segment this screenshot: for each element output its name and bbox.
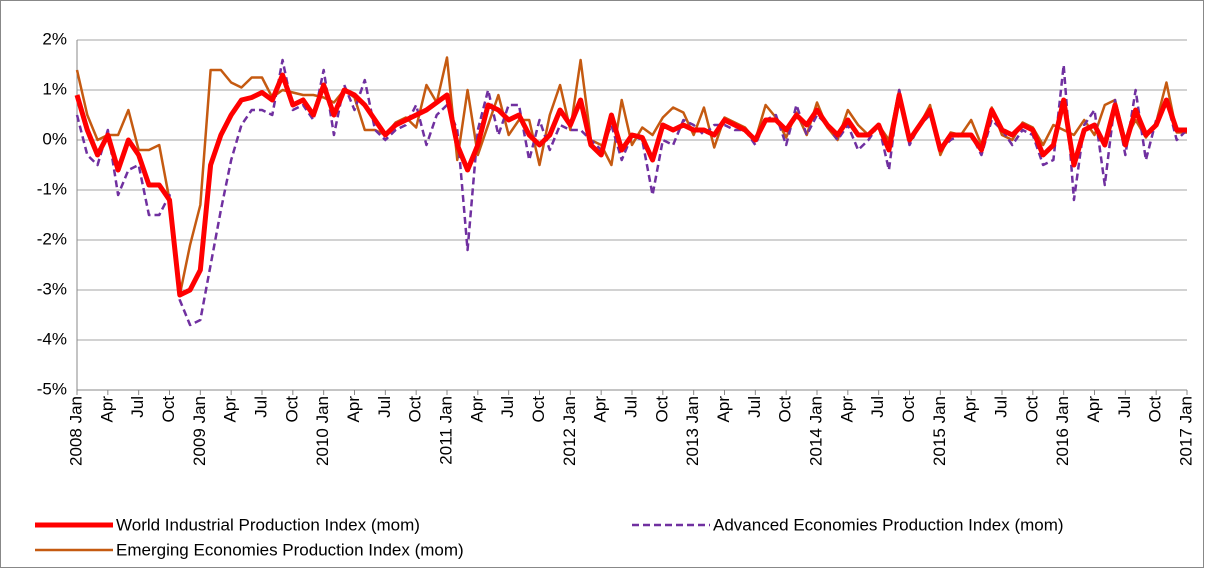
x-tick-label: Jul [868, 396, 887, 418]
y-tick-label: 0% [42, 129, 67, 148]
x-tick-label: 2009 Jan [190, 396, 209, 466]
y-tick-label: 2% [42, 29, 67, 48]
x-tick-label: 2008 Jan [66, 396, 85, 466]
x-tick-label: Jul [375, 396, 394, 418]
x-tick-label: Apr [1084, 396, 1103, 423]
x-tick-label: Jul [128, 396, 147, 418]
x-tick-label: Apr [961, 396, 980, 423]
x-tick-label: Jul [498, 396, 517, 418]
x-tick-label: Oct [282, 396, 301, 423]
series-line [75, 56, 1187, 297]
x-tick-label: Oct [1146, 396, 1165, 423]
series-line [74, 72, 1187, 298]
x-tick-label: 2010 Jan [313, 396, 332, 466]
x-tick-label: Apr [221, 396, 240, 423]
x-tick-label: Oct [899, 396, 918, 423]
x-tick-label: 2016 Jan [1053, 396, 1072, 466]
legend-label: Emerging Economies Production Index (mom… [116, 540, 464, 559]
x-tick-label: Apr [344, 396, 363, 423]
series-line [75, 58, 1188, 327]
x-tick-label: Oct [652, 396, 671, 423]
y-tick-label: -5% [37, 379, 67, 398]
x-tick-label: Oct [406, 396, 425, 423]
x-tick-label: Oct [159, 396, 178, 423]
legend-label: Advanced Economies Production Index (mom… [713, 515, 1064, 534]
x-tick-label: Apr [97, 396, 116, 423]
x-tick-label: 2013 Jan [683, 396, 702, 466]
x-tick-label: 2014 Jan [806, 396, 825, 466]
y-tick-label: -1% [37, 179, 67, 198]
x-tick-label: Apr [837, 396, 856, 423]
y-tick-label: -4% [37, 329, 67, 348]
y-tick-label: 1% [42, 79, 67, 98]
x-tick-label: Jul [621, 396, 640, 418]
x-tick-label: Apr [467, 396, 486, 423]
x-tick-label: Jul [745, 396, 764, 418]
y-tick-label: -3% [37, 279, 67, 298]
x-tick-label: Apr [714, 396, 733, 423]
x-tick-label: 2017 Jan [1176, 396, 1195, 466]
x-tick-label: 2011 Jan [436, 396, 455, 465]
x-tick-label: 2015 Jan [930, 396, 949, 466]
x-tick-label: Oct [1022, 396, 1041, 423]
x-tick-label: Jul [991, 396, 1010, 418]
x-tick-label: Apr [591, 396, 610, 423]
legend-label: World Industrial Production Index (mom) [116, 515, 420, 534]
x-tick-label: Jul [251, 396, 270, 418]
x-tick-label: Oct [776, 396, 795, 423]
x-tick-label: 2012 Jan [560, 396, 579, 466]
y-tick-label: -2% [37, 229, 67, 248]
x-tick-label: Jul [1115, 396, 1134, 418]
x-tick-label: Oct [529, 396, 548, 423]
